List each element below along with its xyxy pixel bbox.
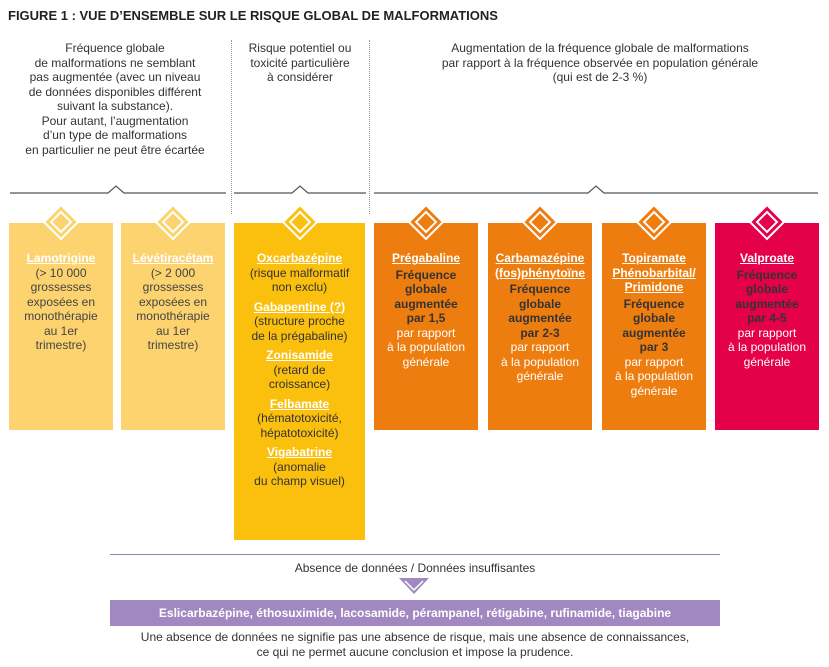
drug-gabapentine: Gabapentine (?) [253,299,346,314]
felbamate-details: (hématotoxicité, hépatotoxicité) [257,411,342,440]
drug-carbamazepine: Carbamazépine (fos)phénytoïne [495,251,585,280]
no-data-drugs: Eslicarbazépine, éthosuximide, lacosamid… [110,600,720,626]
gradient-arrow [8,453,816,493]
header-no-increase: Fréquence globale de malformations ne se… [25,41,205,157]
levetiracetam-details: (> 2 000 grossesses exposées en monothér… [136,265,210,353]
separator-1 [231,40,232,214]
carbamazepine-reference: par rapport à la population générale [500,340,580,383]
diamond-icon [42,203,80,241]
diamond-icon [154,203,192,241]
bracket-col3 [374,185,818,194]
topiramate-increase: Fréquence globale augmentée par 3 [622,296,686,355]
card-potential-risk: Oxcarbazépine (risque malformatif non ex… [234,223,365,540]
header-potential-risk: Risque potentiel ou toxicité particulièr… [248,41,352,84]
carbamazepine-increase: Fréquence globale augmentée par 2-3 [508,282,572,340]
drug-vigabatrine: Vigabatrine [266,445,333,459]
absence-divider [110,554,720,555]
drug-valproate: Valproate [739,251,795,265]
down-triangle-icon [399,578,429,594]
vigabatrine-details: (anomalie du champ visuel) [254,459,345,489]
card-lamotrigine: Lamotrigine (> 10 000 grossesses exposée… [9,223,113,430]
drug-oxcarbazepine: Oxcarbazépine [256,251,343,265]
diamond-icon [281,203,319,241]
pregabaline-reference: par rapport à la population générale [386,325,466,369]
separator-2 [369,40,370,214]
footnote: Une absence de données ne signifie pas u… [140,630,690,659]
diamond-icon [407,203,445,241]
lamotrigine-details: (> 10 000 grossesses exposées en monothé… [24,265,98,353]
drug-lamotrigine: Lamotrigine [26,251,96,265]
card-topiramate: Topiramate Phénobarbital/ Primidone Fréq… [602,223,706,430]
gabapentine-details: (structure proche de la prégabaline) [251,314,348,343]
diamond-icon [635,203,673,241]
diamond-icon [521,203,559,241]
absence-label: Absence de données / Données insuffisant… [294,561,536,575]
card-levetiracetam: Lévétiracétam (> 2 000 grossesses exposé… [121,223,225,430]
header-increase: Augmentation de la fréquence globale de … [441,41,759,84]
card-carbamazepine: Carbamazépine (fos)phénytoïne Fréquence … [488,223,592,430]
drug-felbamate: Felbamate [269,396,330,411]
valproate-reference: par rapport à la population générale [727,325,807,369]
oxcarbazepine-details: (risque malformatif non exclu) [249,265,350,295]
drug-zonisamide: Zonisamide [266,348,333,362]
diamond-icon [748,203,786,241]
card-valproate: Valproate Fréquence globale augmentée pa… [715,223,819,430]
drug-levetiracetam: Lévétiracétam [132,251,214,265]
bracket-col1 [10,185,226,194]
card-pregabaline: Prégabaline Fréquence globale augmentée … [374,223,478,430]
drug-pregabaline: Prégabaline [391,251,461,265]
bracket-col2 [234,185,366,194]
valproate-increase: Fréquence globale augmentée par 4-5 [735,267,799,326]
drug-topiramate: Topiramate Phénobarbital/ Primidone [612,251,696,294]
zonisamide-details: (retard de croissance) [268,362,331,392]
figure-title: FIGURE 1 : VUE D’ENSEMBLE SUR LE RISQUE … [8,8,498,23]
topiramate-reference: par rapport à la population générale [614,354,694,398]
pregabaline-increase: Fréquence globale augmentée par 1,5 [394,267,458,326]
